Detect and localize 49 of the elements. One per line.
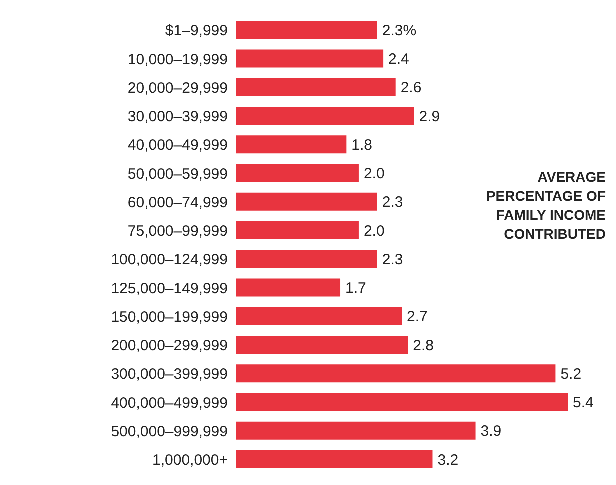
data-label: 2.6 bbox=[400, 80, 422, 97]
y-tick-label: 1,000,000+ bbox=[152, 452, 228, 470]
bar bbox=[236, 192, 378, 211]
y-tick-label: 75,000–99,999 bbox=[128, 223, 228, 240]
bar bbox=[236, 50, 384, 68]
data-label: 1.7 bbox=[346, 280, 366, 298]
y-tick-label: 125,000–149,999 bbox=[111, 280, 228, 298]
data-label: 2.0 bbox=[364, 166, 385, 183]
y-tick-label: $1–9,999 bbox=[165, 22, 228, 40]
bar bbox=[236, 250, 378, 268]
data-label: 2.8 bbox=[413, 337, 434, 354]
bar bbox=[236, 422, 476, 440]
bar bbox=[236, 222, 359, 240]
y-tick-label: 60,000–74,999 bbox=[128, 194, 228, 212]
y-tick-label: 400,000–499,999 bbox=[111, 394, 228, 412]
y-tick-label: 100,000–124,999 bbox=[111, 252, 228, 269]
data-label: 2.7 bbox=[407, 308, 428, 326]
y-tick-label: 50,000–59,999 bbox=[128, 166, 228, 183]
bar bbox=[236, 393, 568, 412]
bar bbox=[236, 364, 556, 383]
y-tick-label: 200,000–299,999 bbox=[111, 338, 228, 355]
bar bbox=[236, 164, 359, 182]
data-label: 5.2 bbox=[560, 366, 582, 383]
bar bbox=[236, 21, 378, 40]
data-label: 2.3 bbox=[382, 251, 404, 268]
data-label: 1.8 bbox=[352, 136, 373, 154]
bar bbox=[236, 278, 341, 297]
bar bbox=[236, 107, 414, 126]
y-tick-label: 500,000–999,999 bbox=[111, 423, 228, 440]
bar bbox=[236, 78, 396, 96]
y-tick-label: 40,000–49,999 bbox=[128, 137, 228, 154]
data-label: 2.4 bbox=[388, 51, 410, 68]
bar bbox=[236, 136, 347, 154]
y-tick-label: 150,000–199,999 bbox=[111, 308, 228, 326]
data-label: 5.4 bbox=[573, 394, 594, 412]
annotation: AVERAGE PERCENTAGE OF FAMILY INCOME CONTRIBUTED bbox=[485, 168, 606, 244]
data-label: 2.3 bbox=[382, 194, 404, 212]
data-label: 3.9 bbox=[480, 423, 502, 440]
bar bbox=[236, 307, 402, 326]
y-tick-label: 20,000–29,999 bbox=[128, 80, 228, 97]
bar bbox=[236, 450, 433, 469]
data-label: 3.2 bbox=[438, 452, 459, 469]
y-tick-label: 10,000–19,999 bbox=[128, 51, 228, 68]
data-label: 2.9 bbox=[419, 108, 440, 126]
bar bbox=[236, 336, 408, 354]
y-tick-label: 30,000–39,999 bbox=[128, 108, 228, 126]
data-label: 2.3% bbox=[382, 22, 417, 40]
data-label: 2.0 bbox=[364, 222, 385, 240]
y-tick-label: 300,000–399,999 bbox=[111, 366, 228, 384]
